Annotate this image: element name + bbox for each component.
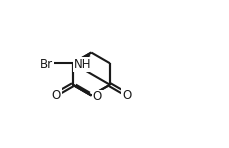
Text: Br: Br <box>39 58 52 71</box>
Text: O: O <box>121 89 131 102</box>
Text: NH: NH <box>74 58 91 71</box>
Text: O: O <box>92 90 101 103</box>
Text: O: O <box>51 89 60 102</box>
